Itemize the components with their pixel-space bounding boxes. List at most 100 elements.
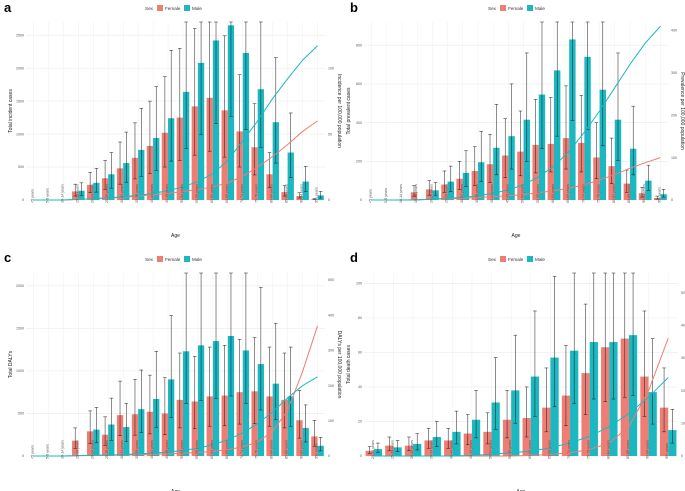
x-tick-label: 50-54 years <box>489 440 493 459</box>
y2-tick-label: 300 <box>328 349 334 353</box>
x-tick-label: 15-19 years <box>75 184 79 203</box>
x-tick-label: 35-39 years <box>475 184 479 203</box>
y-tick-label: 200 <box>356 160 362 164</box>
x-tick-label: 50-54 years <box>180 184 184 203</box>
x-tick-label: 60-64 years <box>210 184 214 203</box>
x-tick-label: 30-34 years <box>120 184 124 203</box>
y-tick-label: 600 <box>356 82 362 86</box>
panel-d: d Sex Female Male 0 20 40 60 80 100 0 10 20 30 40 50 20-… <box>346 250 685 491</box>
x-tick-label: 60-64 years <box>551 184 555 203</box>
error-bars <box>367 272 675 454</box>
bars <box>365 335 677 456</box>
x-tick-label: 70-74 years <box>581 184 585 203</box>
x-tick-label: 65-69 years <box>225 184 229 203</box>
legend-title: Sex <box>145 6 154 11</box>
x-tick-label: 55-59 years <box>536 184 540 203</box>
x-tick-label: 80-84 years <box>270 184 274 203</box>
x-tick-label: 5-9 years <box>45 444 49 459</box>
x-tick-label: 25-29 years <box>105 440 109 459</box>
x-axis-title: Age <box>512 233 521 239</box>
y2-tick-label: 200 <box>328 384 334 388</box>
y2-tick-label: 50 <box>328 132 332 136</box>
x-tick-label: 70-74 years <box>240 184 244 203</box>
x-tick-label: 25-29 years <box>105 184 109 203</box>
x-tick-label: 50-54 years <box>180 440 184 459</box>
y-tick-label: 0 <box>360 454 362 458</box>
y-tick-label: 2000 <box>16 66 24 70</box>
y-tick-label: 2500 <box>16 33 24 37</box>
x-tick-label: 45-49 years <box>165 440 169 459</box>
gridlines <box>364 22 668 201</box>
error-bars <box>73 21 323 200</box>
x-tick-labels: <5 years 5-9 years 10-14 years 15-19 years 2… <box>30 184 318 203</box>
x-tick-label: 85-89 years <box>626 440 630 459</box>
x-tick-label: 40-44 years <box>490 184 494 203</box>
y2-tick-label: 100 <box>328 419 334 423</box>
panel-letter: a <box>4 0 12 15</box>
x-tick-label: 65-69 years <box>566 184 570 203</box>
legend: Sex Female Male <box>145 256 202 262</box>
x-axis-title: Age <box>171 489 180 491</box>
x-tick-label: 10-14 years <box>399 184 403 203</box>
x-tick-label: 35-39 years <box>135 184 139 203</box>
x-tick-label: 30-34 years <box>410 440 414 459</box>
x-tick-label: 5-9 years <box>45 188 49 203</box>
y-tick-label: 400 <box>356 121 362 125</box>
legend-key-male <box>184 5 190 11</box>
x-tick-label: 75-79 years <box>587 440 591 459</box>
y2-tick-label: 100 <box>328 66 334 70</box>
x-tick-label: 85-89 years <box>285 184 289 203</box>
error-bars <box>412 21 666 200</box>
legend: Sex Female Male <box>488 256 545 262</box>
x-tick-label: 20-24 years <box>371 440 375 459</box>
x-tick-label: 75-79 years <box>255 184 259 203</box>
y-axis-title: Total death cases <box>346 345 352 384</box>
x-tick-label: 90-94 years <box>642 184 646 203</box>
panel-letter: c <box>4 250 11 265</box>
x-tick-label: 70-74 years <box>567 440 571 459</box>
panel-a: a Sex Female Male 0 500 1000 1500 2000 2500 0 50 100… <box>4 0 342 239</box>
x-tick-label: 75-79 years <box>597 184 601 203</box>
y-tick-label: 0 <box>22 198 24 202</box>
x-tick-label: 85-89 years <box>627 184 631 203</box>
legend-key-male <box>527 256 533 262</box>
x-tick-label: 50-54 years <box>521 184 525 203</box>
legend-label-female: Female <box>165 257 181 262</box>
x-tick-label: 60-64 years <box>210 440 214 459</box>
x-tick-label: 25-29 years <box>445 184 449 203</box>
x-tick-label: 80-84 years <box>606 440 610 459</box>
x-tick-label: 15-19 years <box>414 184 418 203</box>
x-tick-label: 20-24 years <box>90 184 94 203</box>
y-axis-title: Total prevalent cases <box>346 87 352 134</box>
y2-tick-label: 30 <box>681 356 685 360</box>
legend-key-male <box>527 5 533 11</box>
x-tick-label: 95+ years <box>315 187 319 203</box>
y2-tick-label: 100 <box>671 156 677 160</box>
legend-label-female: Female <box>165 6 181 11</box>
y2-axis-title: Prevalence per 100,000 population <box>679 72 685 150</box>
rate-line-male <box>373 377 669 457</box>
legend-label-female: Female <box>508 257 524 262</box>
x-tick-label: 40-44 years <box>449 440 453 459</box>
x-tick-label: 35-39 years <box>430 440 434 459</box>
x-tick-label: 30-34 years <box>460 184 464 203</box>
x-tick-label: 20-24 years <box>429 184 433 203</box>
x-tick-label: 55-59 years <box>195 184 199 203</box>
y2-tick-label: 300 <box>671 71 677 75</box>
y-tick-label: 20 <box>358 420 362 424</box>
x-tick-label: 95+ years <box>657 187 661 203</box>
rate-line-male <box>33 45 318 201</box>
y-axis-title: Total DALYs <box>8 350 14 378</box>
y-tick-label: 80 <box>358 316 362 320</box>
panels: a Sex Female Male05001000150020002500050100… <box>4 0 685 491</box>
y2-axis-title: DALYs per 100,000 population <box>336 331 342 399</box>
gridlines <box>26 273 325 457</box>
y2-tick-label: 10 <box>681 422 685 426</box>
x-tick-label: 55-59 years <box>195 440 199 459</box>
x-tick-label: 80-84 years <box>612 184 616 203</box>
legend-key-female <box>157 256 163 262</box>
y2-tick-label: 400 <box>328 313 334 317</box>
panel-letter: d <box>350 250 358 265</box>
x-tick-label: 10-14 years <box>60 184 64 203</box>
x-tick-label: 95+ years <box>315 443 319 459</box>
